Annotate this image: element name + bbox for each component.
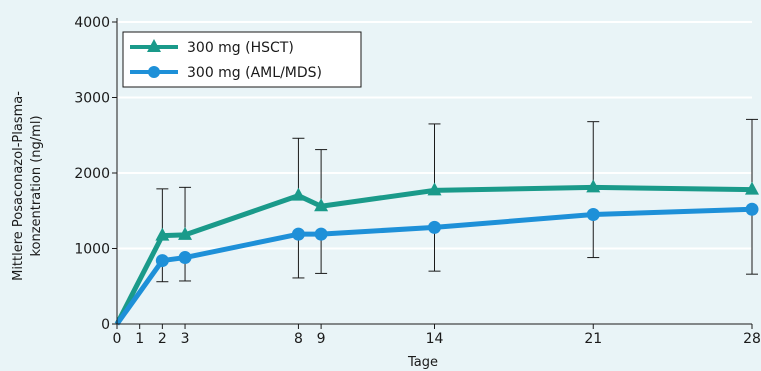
legend-marker-hsct — [147, 39, 161, 52]
x-tick-label-8: 8 — [294, 331, 303, 347]
marker-circle-s1-28 — [745, 202, 759, 216]
legend-marker-aml — [148, 66, 160, 78]
x-tick-label-21: 21 — [584, 331, 602, 347]
x-tick-label-9: 9 — [317, 331, 326, 347]
marker-circle-s1-2 — [155, 254, 169, 268]
axes — [112, 18, 753, 329]
marker-circle-s1-3 — [178, 251, 192, 265]
y-tick-label-4000: 4000 — [74, 15, 110, 31]
y-tick-label-2000: 2000 — [74, 166, 110, 182]
marker-circle-s1-21 — [586, 208, 600, 222]
x-tick-label-28: 28 — [743, 331, 761, 347]
legend-box — [122, 31, 362, 88]
y-axis-title: Mittlere Posaconazol-Plasma- konzentrati… — [11, 91, 44, 281]
y-tick-label-0: 0 — [101, 317, 110, 333]
marker-triangle-s0-21 — [586, 179, 601, 193]
y-axis-title-line-1: Mittlere Posaconazol-Plasma- — [11, 91, 26, 281]
marker-circle-s1-14 — [428, 220, 441, 234]
y-tick-label-1000: 1000 — [74, 242, 110, 258]
x-tick-label-0: 0 — [113, 331, 122, 347]
marker-triangle-s0-14 — [427, 182, 442, 196]
legend-label-hsct: 300 mg (HSCT) — [187, 40, 294, 56]
error-bars — [156, 118, 758, 283]
marker-triangle-s0-28 — [745, 181, 759, 195]
legend: 300 mg (HSCT) 300 mg (AML/MDS) — [122, 31, 362, 88]
marker-triangle-s0-3 — [178, 226, 193, 240]
y-axis-title-line-2: konzentration (ng/ml) — [29, 115, 44, 256]
x-axis-title: Tage — [407, 355, 438, 370]
y-tick-label-3000: 3000 — [74, 91, 110, 107]
legend-label-aml: 300 mg (AML/MDS) — [187, 65, 322, 81]
marker-circle-s1-8 — [291, 227, 305, 241]
marker-triangle-s0-2 — [155, 227, 170, 241]
series-markers — [155, 179, 759, 268]
x-tick-label-14: 14 — [426, 331, 444, 347]
marker-triangle-s0-9 — [314, 198, 329, 212]
x-tick-label-3: 3 — [181, 331, 190, 347]
x-tick-label-1: 1 — [135, 331, 144, 347]
marker-triangle-s0-8 — [291, 187, 306, 201]
marker-circle-s1-9 — [314, 227, 328, 241]
x-tick-label-2: 2 — [158, 331, 167, 347]
